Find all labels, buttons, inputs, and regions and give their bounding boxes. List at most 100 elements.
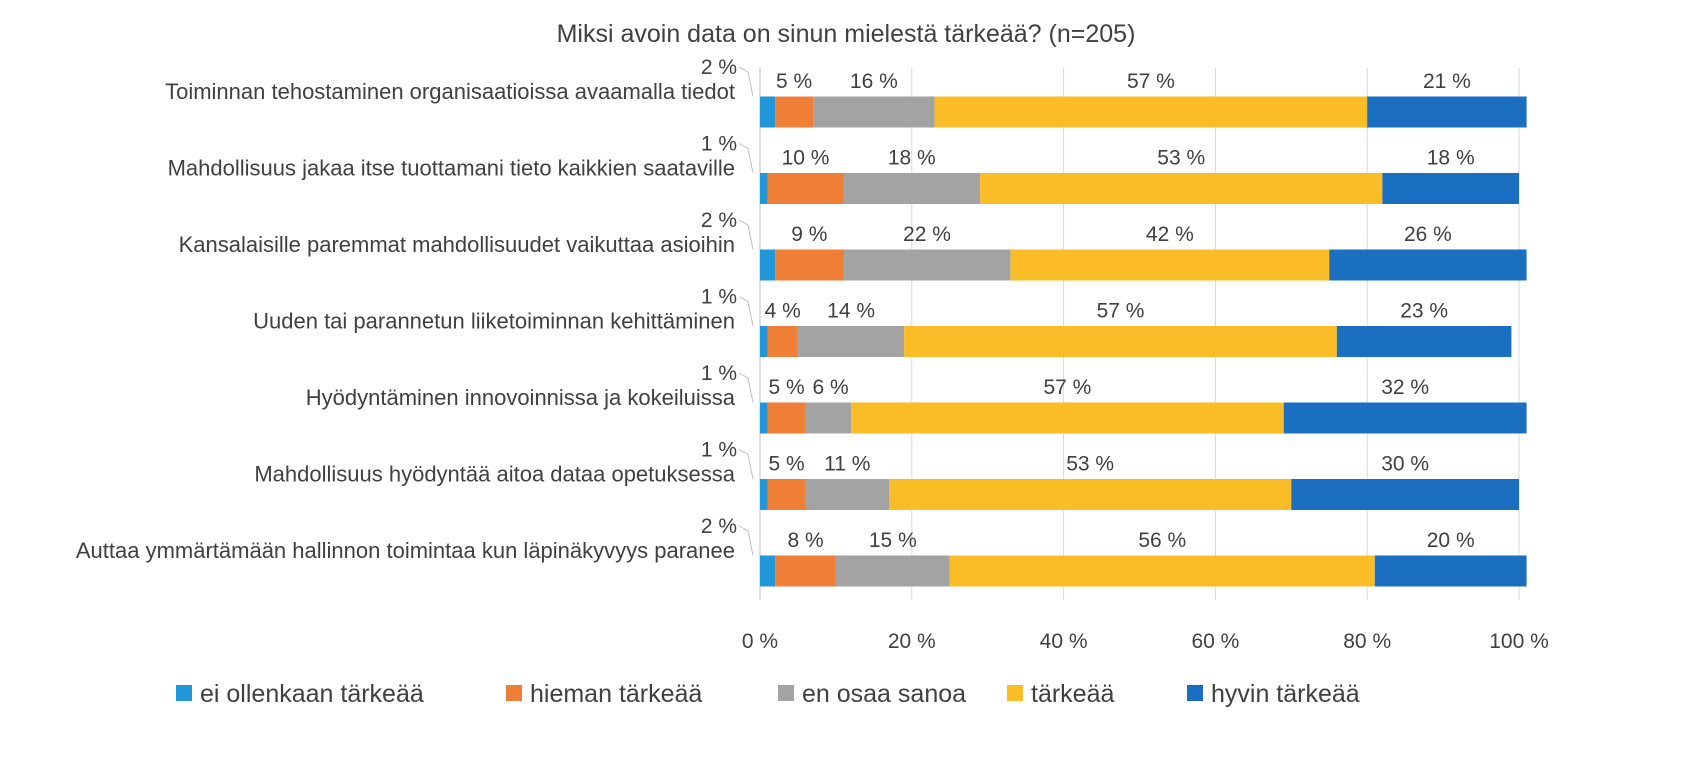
data-label: 11 % <box>824 453 870 476</box>
bar-segment <box>1367 96 1527 128</box>
bars <box>760 96 1527 587</box>
data-label: 1 % <box>701 286 737 309</box>
bar-segment <box>1291 479 1519 510</box>
data-label: 26 % <box>1404 223 1452 246</box>
bar-segment <box>1283 402 1527 434</box>
bar-segment <box>797 326 905 357</box>
data-label: 14 % <box>827 300 875 323</box>
bar-segment <box>1374 555 1527 587</box>
bar-segment <box>980 173 1383 204</box>
bar-segment <box>813 96 935 128</box>
leader-line <box>738 66 754 97</box>
data-label: 22 % <box>903 223 951 246</box>
category-label: Kansalaisille paremmat mahdollisuudet va… <box>179 232 735 257</box>
bar-segment <box>775 96 814 128</box>
legend-label: hyvin tärkeää <box>1211 680 1360 708</box>
data-label: 2 % <box>701 209 737 232</box>
legend-swatch <box>1007 685 1023 701</box>
bar-segment <box>889 479 1292 510</box>
chart-title: Miksi avoin data on sinun mielestä tärke… <box>557 20 1136 48</box>
bar-segment <box>760 249 776 281</box>
x-axis-ticks: 0 % 20 % 40 % 60 % 80 % 100 % <box>742 630 1549 653</box>
data-label: 18 % <box>1427 147 1475 170</box>
legend-label: ei ollenkaan tärkeää <box>200 680 424 708</box>
data-label: 1 % <box>701 133 737 156</box>
data-label: 23 % <box>1400 300 1448 323</box>
data-label: 32 % <box>1381 376 1429 399</box>
leader-line <box>738 143 754 174</box>
leader-line <box>738 219 754 250</box>
data-label: 1 % <box>701 362 737 385</box>
bar-segment <box>760 96 776 128</box>
bar-segment <box>760 402 768 434</box>
category-label: Hyödyntäminen innovoinnissa ja kokeiluis… <box>306 385 736 410</box>
data-label: 21 % <box>1423 70 1471 93</box>
data-label: 42 % <box>1146 223 1194 246</box>
data-label: 15 % <box>869 529 917 552</box>
data-label: 2 % <box>701 515 737 538</box>
legend-swatch <box>1187 685 1203 701</box>
leader-line <box>738 372 754 403</box>
x-tick-label: 60 % <box>1191 630 1239 653</box>
bar-segment <box>843 173 981 204</box>
data-label: 57 % <box>1127 70 1175 93</box>
leader-line <box>738 449 754 480</box>
data-labels: 2 % 5 % 16 % 57 % 21 % 1 % 10 % 18 % 53 % 18 % 2 %… <box>701 56 1475 556</box>
bar-segment <box>835 555 950 587</box>
bar-segment <box>775 249 844 281</box>
bar-segment <box>760 555 776 587</box>
category-label: Auttaa ymmärtämään hallinnon toimintaa k… <box>76 538 735 563</box>
x-tick-label: 80 % <box>1343 630 1391 653</box>
bar-segment <box>904 326 1337 357</box>
data-label: 30 % <box>1381 453 1429 476</box>
data-label: 2 % <box>701 56 737 79</box>
data-label: 20 % <box>1427 529 1475 552</box>
bar-segment <box>760 326 768 357</box>
bar-segment <box>843 249 1011 281</box>
data-label: 9 % <box>791 223 827 246</box>
data-label: 18 % <box>888 147 936 170</box>
data-label: 8 % <box>787 529 823 552</box>
data-label: 5 % <box>768 453 804 476</box>
data-label: 56 % <box>1138 529 1186 552</box>
category-label: Mahdollisuus hyödyntää aitoa dataa opetu… <box>254 462 735 487</box>
bar-segment <box>949 555 1375 587</box>
data-label: 5 % <box>776 70 812 93</box>
legend-label: en osaa sanoa <box>802 680 966 708</box>
legend-swatch <box>778 685 794 701</box>
data-label: 4 % <box>765 300 801 323</box>
x-tick-label: 0 % <box>742 630 778 653</box>
bar-segment <box>767 402 806 434</box>
x-tick-label: 100 % <box>1489 630 1549 653</box>
bar-segment <box>1382 173 1519 204</box>
x-tick-label: 20 % <box>888 630 936 653</box>
legend-label: hieman tärkeää <box>530 680 702 708</box>
bar-segment <box>1329 249 1527 281</box>
category-label: Uuden tai parannetun liiketoiminnan kehi… <box>253 309 735 334</box>
bar-segment <box>767 173 844 204</box>
data-label: 57 % <box>1097 300 1145 323</box>
bar-segment <box>1336 326 1512 357</box>
category-labels: Toiminnan tehostaminen organisaatioissa … <box>76 79 736 563</box>
legend: ei ollenkaan tärkeää hieman tärkeää en osa… <box>176 680 1360 708</box>
legend-swatch <box>176 685 192 701</box>
bar-segment <box>1010 249 1330 281</box>
bar-segment <box>805 402 852 434</box>
bar-segment <box>851 402 1284 434</box>
data-label: 53 % <box>1066 453 1114 476</box>
bar-segment <box>767 326 798 357</box>
data-label: 53 % <box>1157 147 1205 170</box>
data-label: 16 % <box>850 70 898 93</box>
data-label: 6 % <box>812 376 848 399</box>
bar-segment <box>934 96 1368 128</box>
leader-line <box>738 296 754 327</box>
data-label: 10 % <box>782 147 830 170</box>
bar-segment <box>760 479 768 510</box>
legend-swatch <box>506 685 522 701</box>
x-tick-label: 40 % <box>1040 630 1088 653</box>
legend-label: tärkeää <box>1031 680 1114 708</box>
bar-segment <box>805 479 890 510</box>
leader-line <box>738 525 754 556</box>
